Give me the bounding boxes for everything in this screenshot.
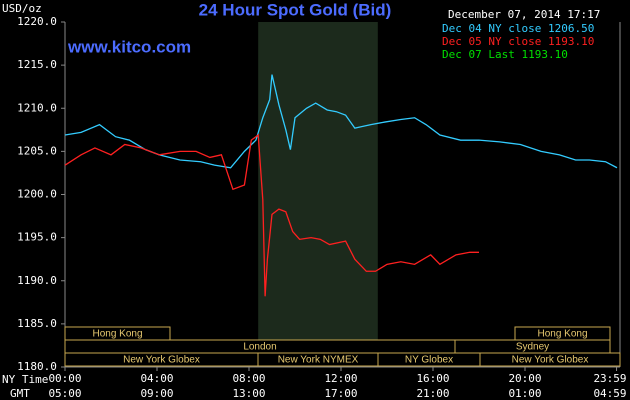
session-label: Hong Kong	[92, 329, 142, 340]
y-tick-label: 1190.0	[17, 274, 57, 287]
x-tick-label: 04:00	[140, 372, 173, 385]
y-tick-label: 1185.0	[17, 317, 57, 330]
site-label: www.kitco.com	[67, 37, 191, 56]
x2-tick-label: 17:00	[324, 387, 357, 400]
session-label: Sydney	[516, 342, 549, 353]
legend-entry: Dec 05 NY close 1193.10	[442, 35, 594, 48]
session-label: Hong Kong	[537, 329, 587, 340]
sessions: Hong Kong Hong Kong London Sydney New York G…	[64, 326, 621, 367]
x-tick-label: 23:59	[593, 372, 626, 385]
x2-tick-label: 09:00	[140, 387, 173, 400]
x-tick-label: 08:00	[232, 372, 265, 385]
x-tick-label: 00:00	[48, 372, 81, 385]
y-tick-label: 1210.0	[17, 101, 57, 114]
x-tick-label: 12:00	[324, 372, 357, 385]
session-label: New York Globex	[512, 355, 589, 366]
session-label: NY Globex	[405, 355, 453, 366]
x-tick-label: 20:00	[508, 372, 541, 385]
session-box	[479, 352, 621, 367]
legend-entry: Dec 04 NY close 1206.50	[442, 22, 594, 35]
timestamp: December 07, 2014 17:17	[448, 8, 600, 21]
x2-tick-label: 13:00	[232, 387, 265, 400]
x-tick-label: 16:00	[416, 372, 449, 385]
session-label: New York NYMEX	[278, 355, 359, 366]
x2-tick-label: 21:00	[416, 387, 449, 400]
session-label: New York Globex	[123, 355, 200, 366]
series-line	[64, 74, 618, 169]
x2-tick-label: 05:00	[48, 387, 81, 400]
chart-title: 24 Hour Spot Gold (Bid)	[199, 0, 392, 19]
y-tick-label: 1215.0	[17, 58, 57, 71]
x2-axis-label: GMT	[10, 387, 30, 400]
y-tick-label: 1195.0	[17, 231, 57, 244]
y-axis-label: USD/oz	[2, 2, 42, 15]
x2-tick-label: 04:59	[593, 387, 626, 400]
legend-entry: Dec 07 Last 1193.10	[442, 48, 568, 61]
series-line	[64, 133, 479, 297]
y-tick-label: 1200.0	[17, 188, 57, 201]
x2-tick-label: 01:00	[508, 387, 541, 400]
y-tick-label: 1220.0	[17, 15, 57, 28]
y-tick-label: 1180.0	[17, 360, 57, 373]
y-tick-label: 1205.0	[17, 144, 57, 157]
x-axis-label: NY Time	[2, 373, 48, 386]
shaded-region	[258, 22, 378, 367]
session-label: London	[243, 342, 276, 353]
